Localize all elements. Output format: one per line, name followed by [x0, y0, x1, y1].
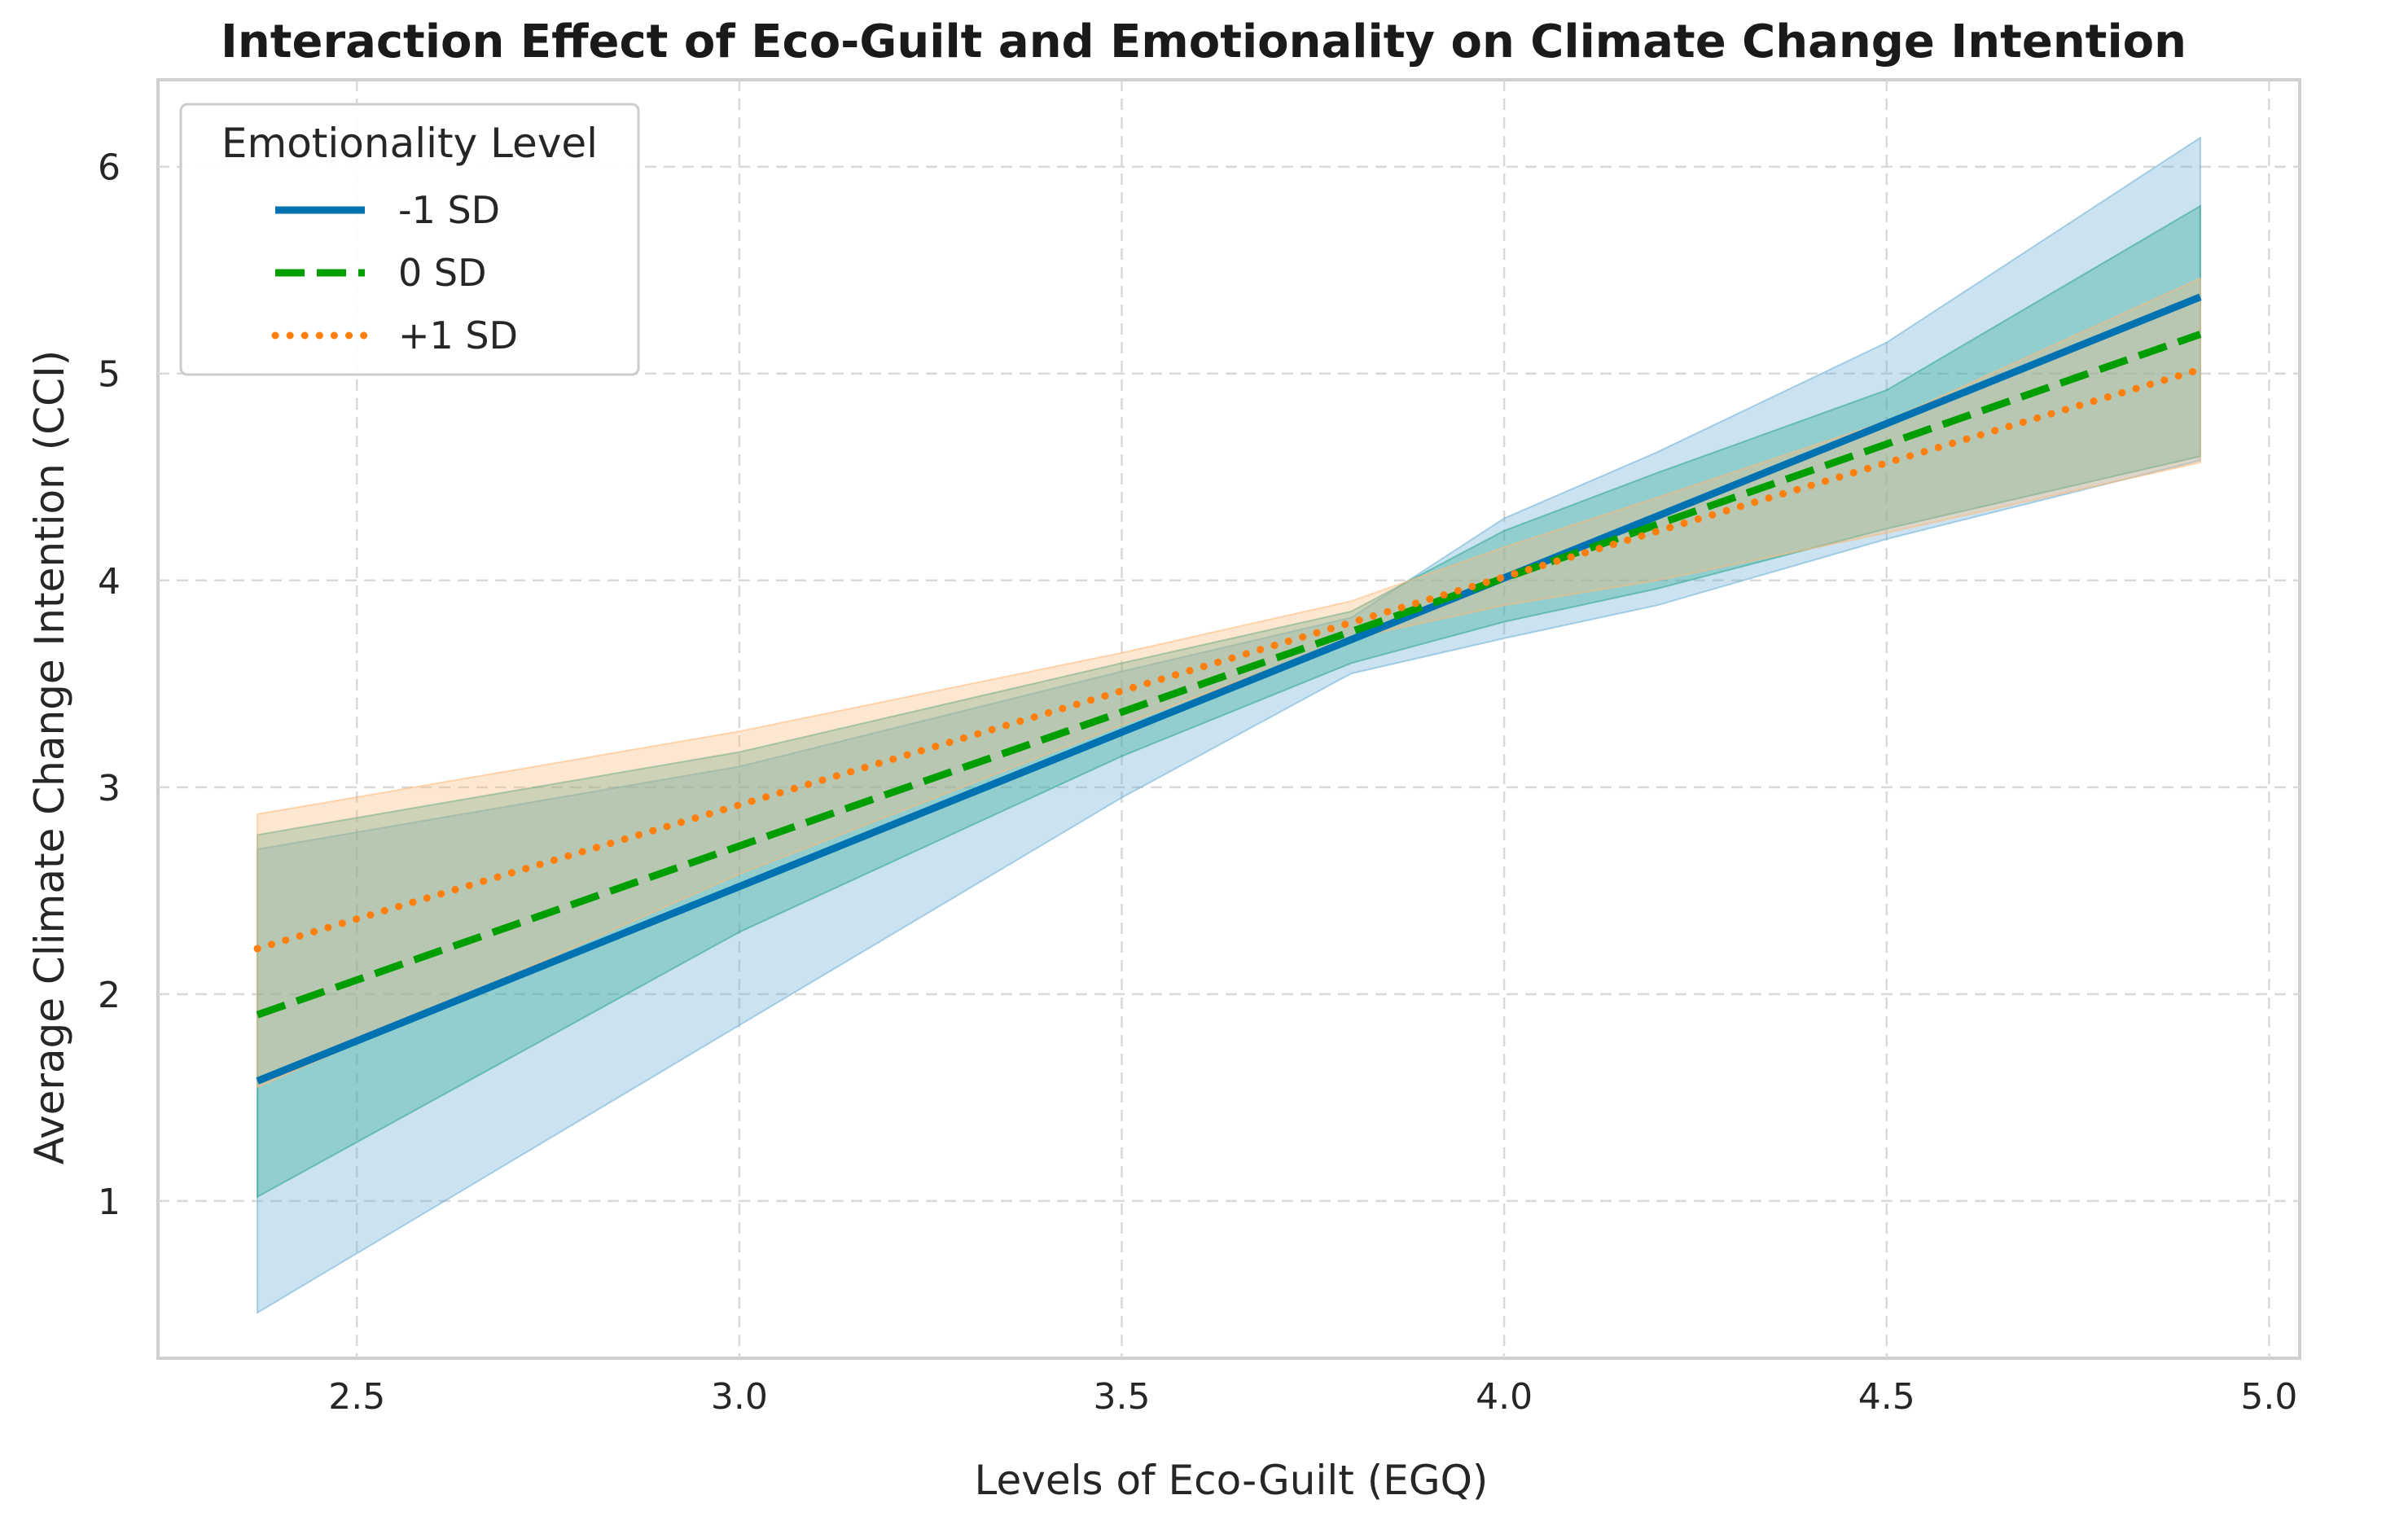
y-tick-label: 1: [98, 1182, 121, 1223]
series-line-3: [253, 366, 2204, 953]
confidence-band-3: [257, 277, 2201, 1089]
legend-label: +1 SD: [398, 313, 518, 357]
x-tick-label: 2.5: [328, 1376, 385, 1418]
x-tick-label: 3.0: [711, 1376, 768, 1418]
y-tick-label: 4: [98, 561, 121, 603]
x-tick-label: 3.5: [1094, 1376, 1151, 1418]
legend: Emotionality Level -1 SD 0 SD +1 SD: [179, 103, 640, 376]
x-axis-ticks: 2.5 3.0 3.5 4.0 4.5 5.0: [328, 1376, 2297, 1418]
legend-box: [179, 103, 640, 376]
y-tick-label: 2: [98, 975, 121, 1016]
confidence-bands: [257, 136, 2201, 1314]
y-axis-label: Average Climate Change Intention (CCI): [26, 350, 73, 1165]
x-tick-label: 5.0: [2240, 1376, 2297, 1418]
regression-lines: [253, 293, 2204, 1085]
series-line-1: [256, 293, 2202, 1085]
y-tick-label: 5: [98, 354, 121, 396]
chart-title: Interaction Effect of Eco-Guilt and Emot…: [221, 15, 2186, 68]
x-tick-label: 4.5: [1858, 1376, 1915, 1418]
x-tick-label: 4.0: [1476, 1376, 1533, 1418]
y-tick-label: 6: [98, 147, 121, 189]
series-line-2: [256, 331, 2202, 1019]
legend-title: Emotionality Level: [222, 120, 598, 167]
legend-label: -1 SD: [398, 188, 500, 232]
legend-label: 0 SD: [398, 251, 487, 295]
x-axis-label: Levels of Eco-Guilt (EGQ): [975, 1457, 1489, 1504]
y-axis-ticks: 1 2 3 4 5 6: [98, 147, 121, 1223]
y-tick-label: 3: [98, 768, 121, 809]
